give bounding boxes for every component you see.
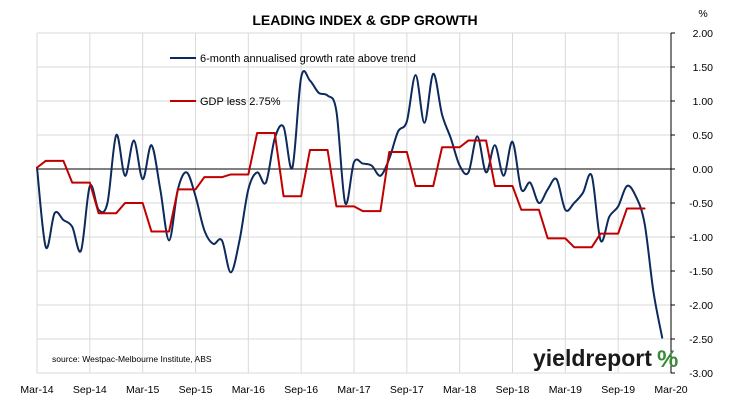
logo-percent-icon: % [657,346,678,373]
series-lines [36,70,664,339]
x-tick-label: Sep-15 [179,384,213,396]
yieldreport-logo: yieldreport % [533,345,678,373]
y-tick-label: 0.00 [693,164,714,176]
legend: 6-month annualised growth rate above tre… [170,53,416,108]
x-tick-label: Mar-14 [20,384,53,396]
y-axis-ticks: 2.00 1.50 1.00 0.50 0.00 -0.50 -1.00 -1.50 -2.00… [671,28,713,380]
source-note: source: Westpac-Melbourne Institute, ABS [52,354,212,364]
series-line-leading-index [36,70,664,339]
y-tick-label: -1.00 [689,232,713,244]
y-axis-unit: % [698,8,707,20]
y-tick-label: 1.50 [693,62,714,74]
x-tick-label: Mar-17 [337,384,370,396]
x-tick-label: Mar-16 [232,384,265,396]
y-tick-label: -3.00 [689,368,713,380]
x-tick-label: Sep-14 [73,384,107,396]
y-tick-label: 2.00 [693,28,714,40]
chart-title: LEADING INDEX & GDP GROWTH [252,12,477,28]
series-line-gdp [36,131,646,249]
x-tick-label: Mar-18 [443,384,476,396]
x-tick-label: Mar-15 [126,384,159,396]
x-tick-label: Sep-18 [496,384,530,396]
y-tick-label: -1.50 [689,266,713,278]
y-tick-label: -0.50 [689,198,713,210]
y-tick-label: -2.50 [689,334,713,346]
legend-label-gdp: GDP less 2.75% [200,96,281,108]
x-tick-label: Mar-19 [549,384,582,396]
legend-label-leading-index: 6-month annualised growth rate above tre… [200,53,416,65]
logo-wordmark: yieldreport [533,345,652,371]
x-axis-ticks: Mar-14 Sep-14 Mar-15 Sep-15 Mar-16 Sep-16 Mar-… [20,384,687,396]
x-tick-label: Sep-19 [601,384,635,396]
x-tick-label: Mar-20 [654,384,687,396]
x-tick-label: Sep-16 [284,384,318,396]
y-tick-label: 0.50 [693,130,714,142]
y-tick-label: 1.00 [693,96,714,108]
x-tick-label: Sep-17 [390,384,424,396]
y-tick-label: -2.00 [689,300,713,312]
